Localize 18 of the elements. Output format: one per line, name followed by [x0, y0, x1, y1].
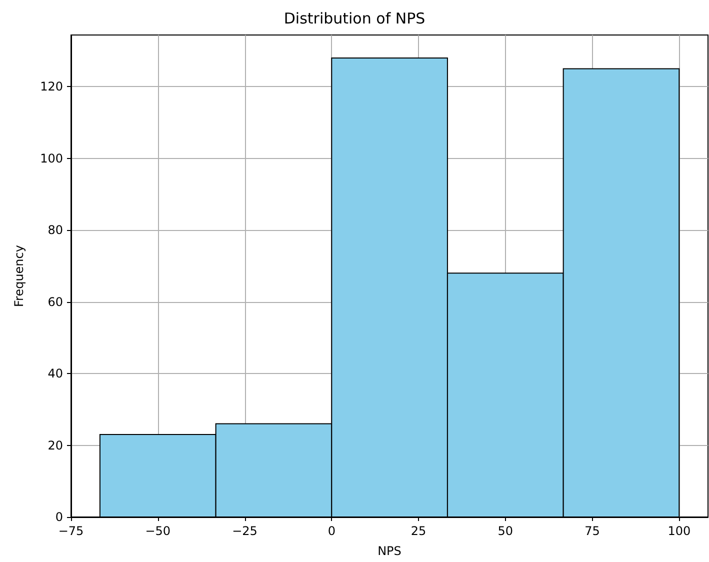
y-tick-label: 100: [40, 151, 63, 166]
y-tick-label: 0: [55, 510, 63, 524]
x-tick-label: −25: [232, 524, 258, 538]
chart-title: Distribution of NPS: [284, 10, 426, 28]
y-tick-label: 80: [48, 223, 63, 238]
y-tick-label: 60: [48, 294, 63, 309]
x-tick-label: −50: [145, 524, 171, 538]
y-tick-label: 40: [48, 366, 63, 381]
y-tick-label: 20: [48, 438, 63, 452]
y-axis-title: Frequency: [12, 245, 26, 307]
x-tick-label: 75: [584, 524, 600, 538]
x-axis-title: NPS: [378, 544, 402, 558]
x-tick-label: 50: [498, 524, 514, 538]
y-tick-label: 120: [40, 80, 63, 94]
x-tick-label: 0: [328, 524, 336, 538]
x-tick-label: −75: [58, 524, 84, 538]
x-tick-label: 100: [668, 524, 691, 538]
x-tick-label: 25: [410, 524, 426, 538]
